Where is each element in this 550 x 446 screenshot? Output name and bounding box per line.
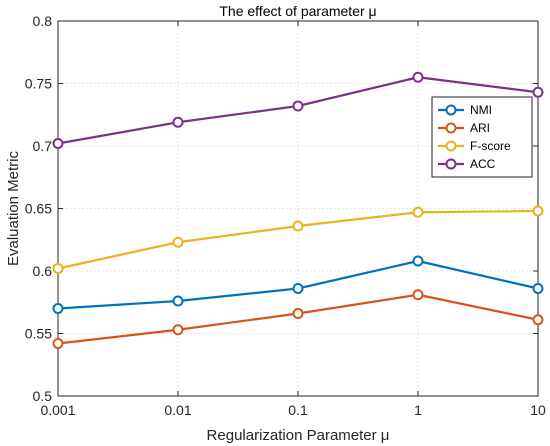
y-tick-label: 0.6 xyxy=(33,263,53,279)
legend-label-nmi: NMI xyxy=(470,103,492,117)
data-point-f-score xyxy=(52,263,64,274)
y-tick-label: 0.8 xyxy=(33,13,53,29)
data-point-acc xyxy=(52,138,64,149)
y-axis-label: Evaluation Metric xyxy=(5,150,22,266)
data-point-nmi xyxy=(172,295,184,307)
legend-label-acc: ACC xyxy=(470,157,496,171)
data-point-acc xyxy=(292,100,304,112)
x-tick-label: 0.1 xyxy=(288,402,308,418)
data-point-nmi xyxy=(412,255,424,267)
x-tick-label: 1 xyxy=(414,402,422,418)
data-point-nmi xyxy=(532,283,544,294)
data-point-ari xyxy=(532,314,544,326)
data-point-ari xyxy=(292,308,304,319)
data-point-ari xyxy=(52,338,64,349)
data-point-ari xyxy=(172,324,184,336)
x-axis-ticks: 0.001 0.01 0.1 1 10 xyxy=(40,21,546,418)
legend-marker-ari xyxy=(445,122,457,134)
data-point-f-score xyxy=(532,205,544,217)
data-point-acc xyxy=(172,116,184,128)
series-group xyxy=(52,71,544,349)
data-point-f-score xyxy=(292,220,304,232)
y-tick-label: 0.55 xyxy=(25,326,52,342)
x-tick-label: 10 xyxy=(530,402,546,418)
legend-label-f-score: F-score xyxy=(470,139,511,153)
data-point-ari xyxy=(412,289,424,301)
chart-title: The effect of parameter μ xyxy=(219,3,376,19)
y-axis-ticks: 0.5 0.55 0.6 0.65 0.7 0.75 0.8 xyxy=(25,13,538,404)
data-point-f-score xyxy=(172,236,184,248)
data-point-acc xyxy=(412,71,424,83)
y-tick-label: 0.75 xyxy=(25,76,52,92)
data-point-acc xyxy=(532,86,544,98)
legend-marker-nmi xyxy=(445,104,457,116)
data-point-nmi xyxy=(52,303,64,314)
series-nmi xyxy=(52,255,544,314)
x-tick-label: 0.01 xyxy=(164,402,191,418)
data-point-nmi xyxy=(292,283,304,294)
series-f-score xyxy=(52,205,544,274)
y-tick-label: 0.7 xyxy=(33,138,53,154)
series-ari xyxy=(52,289,544,349)
legend-label-ari: ARI xyxy=(470,121,490,135)
data-point-f-score xyxy=(412,206,424,218)
legend-marker-acc xyxy=(445,158,457,170)
x-axis-label: Regularization Parameter μ xyxy=(207,427,390,444)
x-tick-label: 0.001 xyxy=(40,402,75,418)
legend: NMI ARI F-score ACC xyxy=(431,96,533,178)
legend-marker-f-score xyxy=(445,140,457,152)
series-acc xyxy=(52,71,544,149)
y-tick-label: 0.5 xyxy=(33,388,53,404)
y-tick-label: 0.65 xyxy=(25,201,52,217)
